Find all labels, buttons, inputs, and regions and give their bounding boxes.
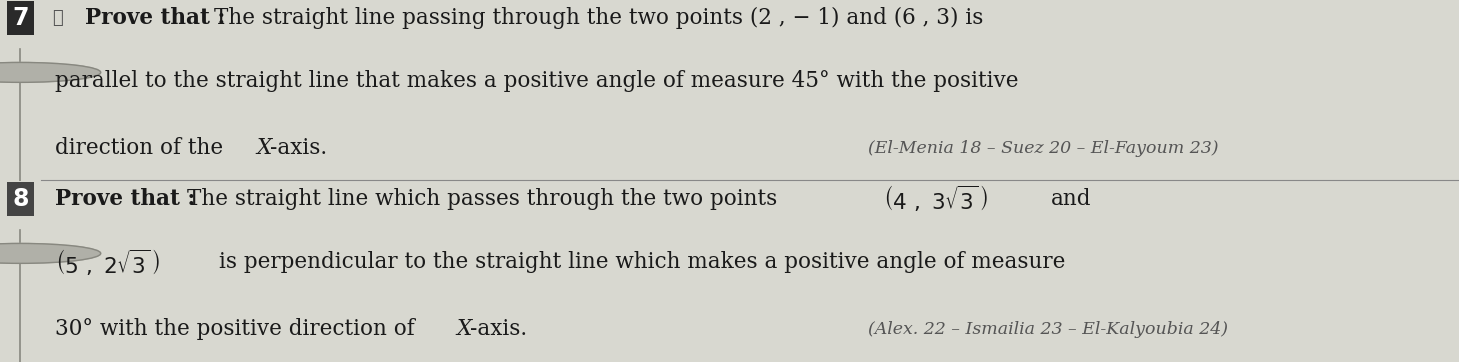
Text: direction of the: direction of the bbox=[55, 138, 231, 159]
Text: -axis.: -axis. bbox=[270, 138, 327, 159]
Text: 8: 8 bbox=[12, 187, 29, 211]
Circle shape bbox=[0, 62, 101, 82]
Circle shape bbox=[0, 243, 101, 264]
Text: -axis.: -axis. bbox=[470, 319, 527, 340]
Text: Prove that :: Prove that : bbox=[55, 188, 203, 210]
Text: and: and bbox=[1050, 188, 1091, 210]
Text: X: X bbox=[457, 319, 471, 340]
Text: is perpendicular to the straight line which makes a positive angle of measure: is perpendicular to the straight line wh… bbox=[219, 252, 1065, 273]
Text: The straight line which passes through the two points: The straight line which passes through t… bbox=[187, 188, 783, 210]
Text: $\left(4\ ,\ 3\sqrt{3}\,\right)$: $\left(4\ ,\ 3\sqrt{3}\,\right)$ bbox=[883, 184, 988, 214]
Text: The straight line passing through the two points (2 , − 1) and (6 , 3) is: The straight line passing through the tw… bbox=[214, 7, 983, 29]
Text: Prove that :: Prove that : bbox=[85, 7, 232, 29]
Text: parallel to the straight line that makes a positive angle of measure 45° with th: parallel to the straight line that makes… bbox=[55, 71, 1018, 92]
Text: X: X bbox=[257, 138, 271, 159]
Text: $\left(5\ ,\ 2\sqrt{3}\,\right)$: $\left(5\ ,\ 2\sqrt{3}\,\right)$ bbox=[55, 247, 160, 278]
Text: (El-Menia 18 – Suez 20 – El-Fayoum 23): (El-Menia 18 – Suez 20 – El-Fayoum 23) bbox=[868, 140, 1218, 157]
Text: 7: 7 bbox=[12, 6, 29, 30]
Text: (Alex. 22 – Ismailia 23 – El-Kalyoubia 24): (Alex. 22 – Ismailia 23 – El-Kalyoubia 2… bbox=[868, 321, 1228, 338]
Text: 📖: 📖 bbox=[53, 9, 63, 27]
Text: 30° with the positive direction of: 30° with the positive direction of bbox=[55, 319, 422, 340]
